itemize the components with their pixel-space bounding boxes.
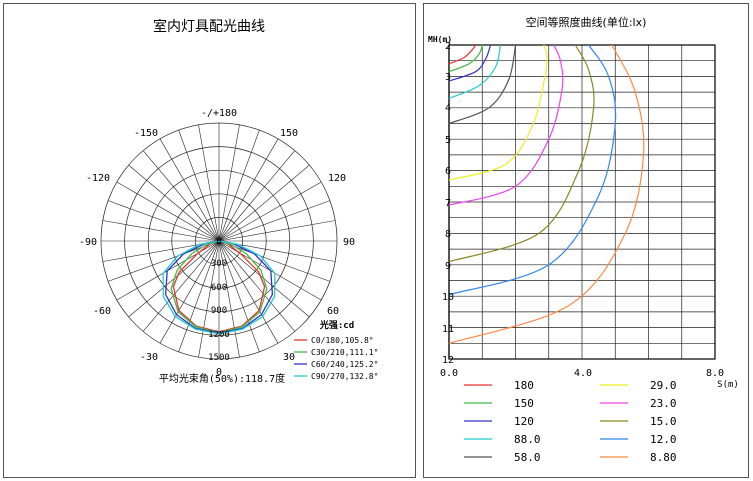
iso-series-curve [448, 44, 548, 181]
polar-spoke [218, 200, 330, 242]
angle-label-180: -/+180 [201, 108, 237, 119]
iso-legend-label: 120 [514, 415, 534, 428]
angle-label-90: 90 [343, 237, 355, 248]
polar-spoke [218, 150, 296, 242]
radial-label-600: 600 [211, 283, 227, 293]
polar-spoke [218, 181, 322, 242]
polar-curves [162, 240, 276, 335]
y-tick-4: 4 [445, 103, 451, 114]
polar-chart: 室内灯具配光曲线 -/+180 -150 150 -120 120 -90 90… [79, 18, 378, 385]
iso-series-curve [448, 44, 517, 125]
polar-legend-label: C60/240,125.2° [311, 360, 378, 369]
iso-series-curve [448, 44, 502, 99]
polar-legend: C0/180,105.8° C30/210,111.1° C60/240,125.2… [294, 336, 378, 381]
iso-series-curve [448, 44, 595, 263]
polar-spoke [178, 130, 220, 242]
polar-spoke [218, 220, 336, 242]
angle-label-150: 150 [280, 128, 298, 139]
iso-legend-label: 23.0 [650, 397, 677, 410]
iso-legend-label: 15.0 [650, 415, 677, 428]
polar-spoke [142, 240, 220, 332]
y-tick-11: 11 [442, 324, 454, 335]
polar-spoke [128, 164, 220, 242]
polar-spoke [108, 200, 220, 242]
polar-spoke [116, 181, 220, 242]
polar-legend-label: C30/210,111.1° [311, 348, 378, 357]
iso-legend-label: 58.0 [514, 451, 541, 464]
angle-label-neg60: -60 [93, 306, 111, 317]
iso-chart-title: 空间等照度曲线(单位:lx) [526, 15, 647, 29]
y-tick-12: 12 [442, 355, 454, 366]
polar-spoke [142, 150, 220, 242]
x-tick-4: 4.0 [574, 368, 592, 379]
iso-plot-frame [448, 44, 716, 360]
y-tick-10: 10 [442, 292, 454, 303]
iso-chart: 空间等照度曲线(单位:lx) MH(m) S(m) 2 3 4 5 6 7 8 … [428, 15, 739, 464]
iso-legend-label: 12.0 [650, 433, 677, 446]
radial-label-1500: 1500 [208, 353, 230, 363]
polar-spoke [198, 124, 220, 242]
polar-chart-panel: 室内灯具配光曲线 -/+180 -150 150 -120 120 -90 90… [3, 3, 416, 478]
polar-spoke [198, 240, 220, 358]
y-axis-label: MH(m) [428, 35, 452, 44]
x-tick-0: 0.0 [440, 368, 458, 379]
iso-legend-label: 150 [514, 397, 534, 410]
angle-label-30: 30 [283, 352, 295, 363]
polar-series-curve [162, 240, 276, 335]
iso-legend: 180 150 120 88.0 58.0 29.0 23.0 15.0 12.0 8.80 [464, 379, 677, 464]
polar-spoke [218, 124, 240, 242]
polar-spoke [218, 138, 279, 242]
y-tick-6: 6 [445, 166, 451, 177]
iso-series-curve [448, 44, 617, 296]
angle-label-neg150: -150 [134, 128, 158, 139]
polar-spoke [102, 220, 220, 242]
y-tick-5: 5 [445, 135, 451, 146]
y-tick-3: 3 [445, 72, 451, 83]
angle-label-60: 60 [327, 306, 339, 317]
polar-spoke [159, 240, 220, 344]
iso-series-curve [448, 44, 564, 206]
polar-legend-label: C0/180,105.8° [311, 336, 374, 345]
polar-spoke [178, 240, 220, 352]
angle-label-neg120: -120 [86, 173, 110, 184]
radial-label-900: 900 [211, 306, 227, 316]
x-axis-label: S(m) [717, 380, 739, 390]
angle-label-0: 0 [216, 367, 222, 378]
iso-legend-label: 180 [514, 379, 534, 392]
angle-label-neg30: -30 [140, 352, 158, 363]
iso-series-curve [448, 44, 492, 82]
y-tick-8: 8 [445, 229, 451, 240]
y-tick-9: 9 [445, 261, 451, 272]
radial-label-1200: 1200 [208, 330, 230, 340]
polar-spoke [218, 130, 260, 242]
polar-spoke [218, 164, 310, 242]
polar-spoke [218, 240, 279, 344]
polar-spoke [218, 240, 260, 352]
radial-label-0: 0 [216, 237, 221, 247]
iso-chart-panel: 空间等照度曲线(单位:lx) MH(m) S(m) 2 3 4 5 6 7 8 … [423, 3, 749, 478]
polar-spoke [218, 240, 240, 358]
iso-series-curve [448, 44, 483, 73]
radial-label-300: 300 [211, 259, 227, 269]
iso-series-curve [448, 44, 477, 65]
iso-curves [448, 44, 645, 344]
y-tick-2: 2 [445, 41, 451, 52]
polar-chart-title: 室内灯具配光曲线 [153, 18, 265, 35]
iso-legend-label: 8.80 [650, 451, 677, 464]
iso-grid [448, 44, 716, 360]
iso-legend-label: 88.0 [514, 433, 541, 446]
x-tick-8: 8.0 [706, 368, 724, 379]
polar-spoke [159, 138, 220, 242]
polar-spoke [218, 240, 296, 332]
polar-legend-label: C90/270,132.8° [311, 372, 378, 381]
y-tick-7: 7 [445, 198, 451, 209]
iso-series-curve [448, 44, 645, 344]
polar-legend-title: 光强:cd [319, 319, 354, 331]
angle-label-neg90: -90 [79, 237, 97, 248]
beam-angle-label: 平均光束角(50%):118.7度 [159, 372, 285, 385]
iso-legend-label: 29.0 [650, 379, 677, 392]
angle-label-120: 120 [328, 173, 346, 184]
